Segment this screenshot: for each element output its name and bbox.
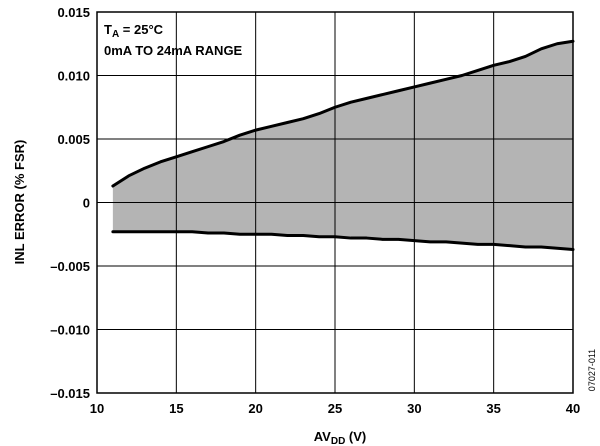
upper-inl-error-line	[111, 39, 575, 188]
error-band	[112, 41, 574, 250]
y-axis-title: INL ERROR (% FSR)	[12, 140, 27, 265]
temperature-annotation: TA = 25°C	[104, 22, 164, 40]
x-axis-title-subscript: DD	[331, 436, 345, 446]
range-annotation: 0mA TO 24mA RANGE	[104, 43, 243, 58]
x-axis-title-unit: (V)	[345, 429, 366, 444]
x-tick-label: 30	[407, 401, 421, 416]
x-tick-label: 25	[328, 401, 342, 416]
y-tick-label: 0.010	[57, 69, 90, 84]
y-tick-label: –0.005	[50, 259, 90, 274]
x-tick-label: 20	[248, 401, 262, 416]
x-tick-label: 35	[486, 401, 500, 416]
y-tick-label: –0.010	[50, 323, 90, 338]
x-tick-label: 15	[169, 401, 183, 416]
series-layer	[111, 39, 575, 251]
x-tick-label: 40	[566, 401, 580, 416]
x-tick-labels: 10 15 20 25 30 35 40	[90, 401, 580, 416]
x-axis-title: AVDD (V)	[314, 429, 367, 446]
error-band-layer	[112, 41, 574, 250]
temperature-annotation-main: T	[104, 22, 112, 37]
lower-inl-error-line	[111, 230, 575, 251]
figure-code: 07027-011	[587, 349, 597, 391]
x-tick-label: 10	[90, 401, 104, 416]
y-tick-label: 0	[83, 196, 90, 211]
x-axis-title-main: AV	[314, 429, 331, 444]
y-tick-label: –0.015	[50, 386, 90, 401]
y-tick-label: 0.015	[57, 5, 90, 20]
plot-frame-layer	[96, 11, 574, 394]
plot-frame	[96, 11, 574, 394]
temperature-annotation-subscript: A	[112, 29, 119, 40]
y-tick-label: 0.005	[57, 132, 90, 147]
y-tick-labels: 0.015 0.010 0.005 0 –0.005 –0.010 –0.015	[50, 5, 90, 401]
temperature-annotation-value: = 25°C	[119, 22, 163, 37]
